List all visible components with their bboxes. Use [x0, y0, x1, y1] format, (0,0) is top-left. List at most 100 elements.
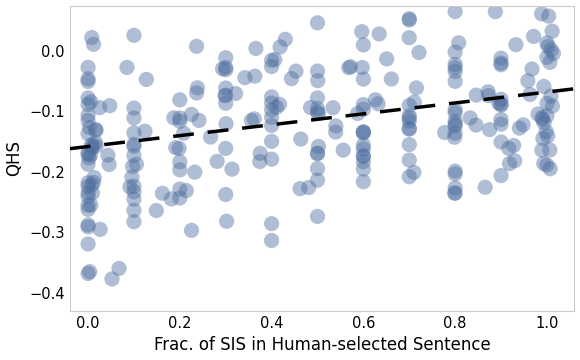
Point — [359, 179, 368, 185]
Point — [313, 68, 322, 74]
Point — [544, 13, 553, 19]
Point — [538, 115, 547, 121]
Point — [267, 238, 276, 243]
Point — [525, 92, 535, 98]
Point — [281, 36, 290, 42]
Point — [291, 68, 300, 74]
Point — [175, 97, 184, 103]
Point — [267, 139, 276, 144]
Point — [127, 174, 136, 180]
Point — [505, 161, 514, 167]
Point — [359, 76, 368, 82]
Point — [88, 190, 97, 196]
Point — [454, 40, 463, 46]
Point — [451, 49, 460, 55]
Point — [129, 207, 139, 213]
Point — [84, 102, 93, 107]
Point — [87, 182, 96, 188]
Point — [359, 102, 368, 108]
Point — [451, 107, 460, 112]
Point — [249, 116, 259, 122]
Point — [231, 91, 240, 96]
Point — [409, 99, 419, 105]
Point — [167, 196, 176, 202]
Point — [255, 159, 264, 165]
Point — [328, 105, 338, 111]
Point — [359, 107, 368, 112]
Point — [227, 166, 237, 172]
Point — [171, 145, 180, 150]
Point — [359, 159, 368, 165]
Point — [86, 99, 96, 105]
Point — [306, 105, 315, 111]
Point — [192, 90, 201, 96]
Point — [190, 169, 200, 175]
Point — [84, 193, 93, 199]
Point — [84, 64, 93, 70]
Point — [481, 184, 490, 190]
Point — [221, 67, 230, 73]
Point — [86, 202, 96, 208]
Point — [451, 168, 460, 174]
Point — [84, 184, 93, 189]
Point — [451, 171, 460, 177]
Point — [451, 123, 460, 129]
Point — [371, 97, 380, 103]
Point — [85, 125, 94, 130]
Point — [534, 111, 543, 117]
Point — [221, 192, 230, 197]
Point — [405, 174, 414, 180]
Point — [313, 177, 322, 183]
Point — [405, 126, 414, 131]
Point — [84, 112, 93, 118]
Point — [175, 159, 184, 165]
Point — [496, 121, 506, 127]
Point — [84, 207, 93, 212]
Point — [91, 140, 100, 145]
Point — [85, 269, 95, 275]
Point — [496, 96, 506, 102]
Point — [359, 129, 368, 135]
Point — [359, 166, 368, 172]
Point — [220, 93, 230, 99]
Point — [129, 219, 139, 225]
Point — [104, 162, 114, 167]
Point — [405, 118, 414, 124]
Point — [129, 141, 139, 147]
Point — [246, 118, 256, 123]
Point — [182, 188, 191, 193]
Point — [84, 180, 93, 186]
Point — [129, 32, 139, 38]
Point — [541, 129, 550, 134]
Point — [331, 123, 340, 129]
Point — [549, 51, 558, 57]
Point — [313, 150, 322, 156]
Point — [175, 186, 184, 192]
Point — [132, 161, 141, 167]
Point — [409, 170, 419, 175]
Point — [193, 85, 202, 91]
Point — [539, 84, 549, 89]
Point — [267, 100, 276, 106]
Point — [129, 189, 139, 195]
Point — [91, 127, 100, 132]
Point — [496, 173, 506, 179]
Point — [313, 95, 322, 101]
Point — [152, 208, 161, 213]
Point — [267, 221, 276, 226]
Point — [359, 153, 368, 159]
Point — [84, 224, 93, 230]
Point — [405, 17, 414, 23]
Point — [545, 59, 554, 65]
Point — [313, 78, 322, 84]
Point — [87, 35, 96, 40]
Point — [546, 47, 556, 53]
Point — [85, 155, 94, 161]
Point — [222, 121, 231, 127]
Point — [270, 57, 280, 63]
Point — [313, 213, 322, 219]
Point — [472, 92, 481, 98]
Point — [451, 69, 460, 75]
Point — [84, 222, 93, 228]
Point — [527, 66, 536, 72]
